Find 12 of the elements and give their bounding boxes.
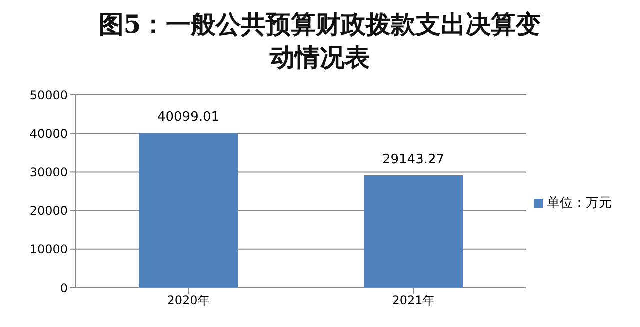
y-tick-label: 30000: [30, 165, 68, 180]
y-tick-label: 20000: [30, 204, 68, 218]
chart-title: 图5：一般公共预算财政拨款支出决算变动情况表: [98, 9, 542, 74]
y-tick-label: 40000: [30, 126, 68, 141]
data-label: 29143.27: [382, 152, 445, 168]
data-label: 40099.01: [157, 110, 220, 126]
legend-label: 单位：万元: [547, 196, 612, 211]
y-tick-label: 0: [60, 281, 68, 296]
x-tick-label: 2021年: [392, 294, 435, 308]
y-tick-label: 50000: [30, 88, 68, 102]
x-tick-label: 2020年: [167, 294, 210, 308]
y-tick-label: 10000: [30, 242, 68, 257]
